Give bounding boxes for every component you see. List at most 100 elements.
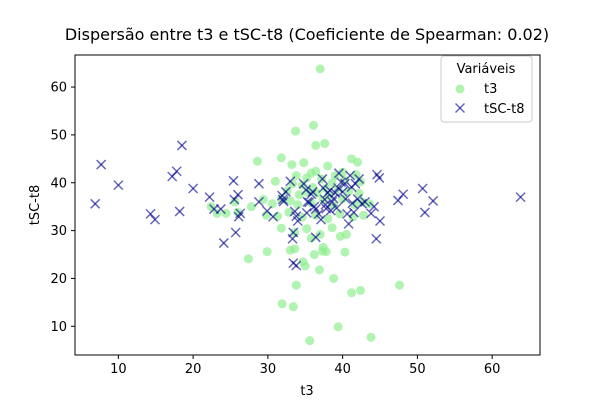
point-tsc-t8 — [369, 201, 380, 212]
point-tsc-t8 — [232, 189, 244, 200]
legend-marker-tsc-t8 — [454, 102, 466, 114]
point-tsc-t8 — [188, 183, 199, 194]
point-tsc-t8 — [278, 196, 289, 207]
point-tsc-t8 — [204, 192, 215, 203]
point-tsc-t8 — [285, 176, 296, 187]
point-tsc-t8 — [333, 168, 344, 179]
point-tsc-t8 — [96, 159, 107, 170]
x-tick-label: 50 — [409, 362, 426, 377]
point-tsc-t8 — [306, 189, 317, 200]
point-tsc-t8 — [417, 183, 428, 194]
point-t3 — [357, 197, 367, 207]
point-t3 — [290, 244, 300, 254]
point-tsc-t8 — [428, 195, 439, 206]
point-tsc-t8 — [419, 207, 430, 218]
point-t3 — [267, 199, 277, 209]
y-tick-label: 20 — [50, 272, 67, 287]
x-tick-label: 40 — [334, 362, 351, 377]
point-t3 — [309, 250, 319, 260]
point-t3 — [288, 302, 298, 312]
point-t3 — [293, 200, 303, 210]
point-t3 — [252, 156, 262, 166]
point-t3 — [243, 254, 253, 264]
point-tsc-t8 — [371, 233, 382, 244]
point-tsc-t8 — [324, 185, 335, 196]
point-t3 — [314, 265, 324, 275]
point-t3 — [258, 194, 268, 204]
point-t3 — [262, 247, 272, 257]
point-tsc-t8 — [317, 173, 328, 184]
point-t3 — [333, 322, 343, 332]
legend-label-t3: t3 — [484, 82, 497, 97]
point-t3 — [327, 223, 337, 233]
point-t3 — [230, 197, 240, 207]
point-tsc-t8 — [174, 206, 185, 217]
point-t3 — [294, 190, 304, 200]
point-t3 — [321, 247, 331, 257]
point-t3 — [299, 158, 309, 168]
point-t3 — [353, 157, 363, 167]
legend-label-tsc-t8: tSC-t8 — [484, 102, 525, 117]
point-t3 — [287, 160, 297, 170]
point-tsc-t8 — [515, 192, 526, 203]
point-t3 — [300, 261, 310, 271]
point-tsc-t8 — [90, 198, 101, 209]
point-tsc-t8 — [315, 214, 326, 225]
point-tsc-t8 — [310, 232, 321, 243]
point-t3 — [270, 176, 280, 186]
point-t3 — [320, 183, 330, 193]
y-axis-label: tSC-t8 — [28, 185, 43, 226]
point-t3 — [323, 214, 333, 224]
point-t3 — [315, 64, 325, 74]
y-tick-label: 30 — [50, 224, 67, 239]
x-tick-label: 20 — [185, 362, 202, 377]
plot-points — [90, 64, 526, 346]
point-t3 — [308, 120, 318, 130]
point-tsc-t8 — [340, 193, 351, 205]
point-tsc-t8 — [325, 205, 336, 216]
plot-area-frame — [74, 54, 541, 356]
legend-marker-t3 — [455, 84, 465, 94]
point-t3 — [347, 288, 357, 298]
point-tsc-t8 — [277, 194, 288, 205]
point-tsc-t8 — [171, 166, 182, 177]
point-tsc-t8 — [337, 186, 348, 197]
y-tick-label: 10 — [50, 320, 67, 335]
y-tick-label: 50 — [50, 128, 67, 143]
x-axis-ticks: 10 20 30 40 50 60 — [110, 355, 500, 377]
point-tsc-t8 — [374, 215, 386, 227]
point-tsc-t8 — [374, 172, 385, 183]
point-tsc-t8 — [291, 260, 302, 271]
point-t3 — [335, 209, 345, 219]
legend: Variáveis t3 tSC-t8 — [440, 55, 533, 123]
point-tsc-t8 — [253, 178, 264, 189]
point-t3 — [276, 223, 286, 233]
point-t3 — [394, 280, 404, 290]
point-t3 — [246, 202, 256, 212]
point-tsc-t8 — [287, 233, 298, 244]
point-t3 — [311, 140, 321, 150]
point-tsc-t8 — [218, 238, 229, 249]
point-tsc-t8 — [348, 207, 359, 218]
x-tick-label: 60 — [484, 362, 501, 377]
point-tsc-t8 — [235, 208, 246, 219]
point-t3 — [356, 285, 366, 295]
point-t3 — [338, 194, 348, 204]
point-t3 — [302, 224, 312, 234]
point-tsc-t8 — [233, 211, 244, 222]
point-t3 — [291, 126, 301, 136]
y-tick-label: 40 — [50, 176, 67, 191]
point-t3 — [277, 299, 287, 309]
x-axis-label: t3 — [300, 384, 313, 399]
y-tick-label: 60 — [50, 81, 67, 96]
x-tick-label: 10 — [110, 362, 127, 377]
point-tsc-t8 — [145, 208, 156, 219]
point-tsc-t8 — [354, 173, 365, 184]
point-t3 — [276, 153, 286, 163]
point-tsc-t8 — [345, 170, 356, 181]
point-t3 — [323, 161, 333, 171]
point-tsc-t8 — [113, 180, 124, 191]
legend-box — [440, 55, 533, 123]
point-tsc-t8 — [292, 215, 303, 227]
point-tsc-t8 — [176, 140, 187, 151]
